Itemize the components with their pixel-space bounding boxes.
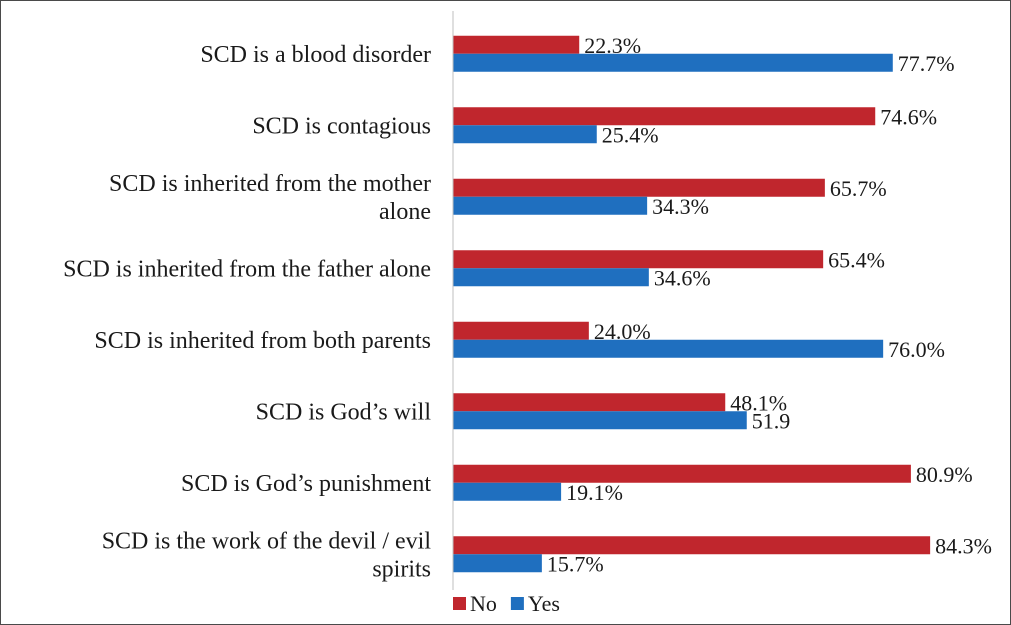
category-label: SCD is a blood disorder <box>200 42 431 68</box>
category-label-line: SCD is inherited from both parents <box>94 328 431 354</box>
bar-yes <box>453 53 893 72</box>
category-label-line: SCD is God’s punishment <box>181 471 431 497</box>
category-label: SCD is inherited from the mother alone <box>109 171 431 225</box>
bar-no <box>453 250 824 269</box>
value-label-no: 22.3% <box>584 33 641 58</box>
category-label: SCD is the work of the devil / evil spiri… <box>102 528 432 582</box>
category-label-line: SCD is God’s will <box>256 399 432 425</box>
bar-yes <box>453 411 747 430</box>
value-label-no: 24.0% <box>594 319 651 344</box>
value-label-yes: 76.0% <box>888 337 945 362</box>
bar-yes <box>453 339 884 358</box>
legend-label-yes: Yes <box>528 591 560 616</box>
category-label-line: alone <box>379 199 431 225</box>
bar-no <box>453 464 911 483</box>
value-label-yes: 25.4% <box>602 122 659 147</box>
legend-swatch-no <box>453 597 466 610</box>
category-label: SCD is inherited from both parents <box>94 328 431 354</box>
bar-yes <box>453 554 542 573</box>
category-label: SCD is God’s punishment <box>181 471 431 497</box>
value-label-no: 48.1% <box>730 390 787 415</box>
value-label-yes: 77.7% <box>898 51 955 76</box>
bar-no <box>453 393 726 412</box>
value-label-no: 74.6% <box>880 104 937 129</box>
legend-label-no: No <box>470 591 497 616</box>
value-label-yes: 34.6% <box>654 265 711 290</box>
value-label-yes: 15.7% <box>547 551 604 576</box>
value-label-yes: 34.3% <box>652 194 709 219</box>
category-label-line: spirits <box>372 556 431 582</box>
bars <box>453 35 931 573</box>
value-label-no: 65.4% <box>828 247 885 272</box>
bar-no <box>453 178 825 197</box>
bar-no <box>453 107 876 126</box>
legend: No Yes <box>453 591 560 616</box>
legend-swatch-yes <box>510 597 524 610</box>
category-label-line: SCD is inherited from the mother <box>109 171 431 197</box>
value-label-yes: 51.9 <box>752 408 791 433</box>
bar-yes <box>453 482 562 501</box>
bar-no <box>453 536 931 555</box>
bar-yes <box>453 125 597 144</box>
bar-yes <box>453 268 649 287</box>
bar-no <box>453 321 589 340</box>
value-labels: 22.3% 77.7% 74.6% 25.4% 65.7% 34.3% 65.4% 34.6%… <box>547 33 992 577</box>
category-labels: SCD is a blood disorder SCD is contagious… <box>63 42 431 583</box>
value-label-no: 84.3% <box>935 533 992 558</box>
bar-no <box>453 35 580 54</box>
category-label-line: SCD is inherited from the father alone <box>63 256 431 282</box>
category-label-line: SCD is the work of the devil / evil <box>102 528 432 554</box>
category-label-line: SCD is a blood disorder <box>200 42 431 68</box>
value-label-yes: 19.1% <box>566 480 623 505</box>
category-label: SCD is God’s will <box>256 399 432 425</box>
category-label: SCD is inherited from the father alone <box>63 256 431 282</box>
value-label-no: 65.7% <box>830 176 887 201</box>
category-label-line: SCD is contagious <box>252 113 431 139</box>
bar-yes <box>453 196 648 215</box>
value-label-no: 80.9% <box>916 462 973 487</box>
category-label: SCD is contagious <box>252 113 431 139</box>
